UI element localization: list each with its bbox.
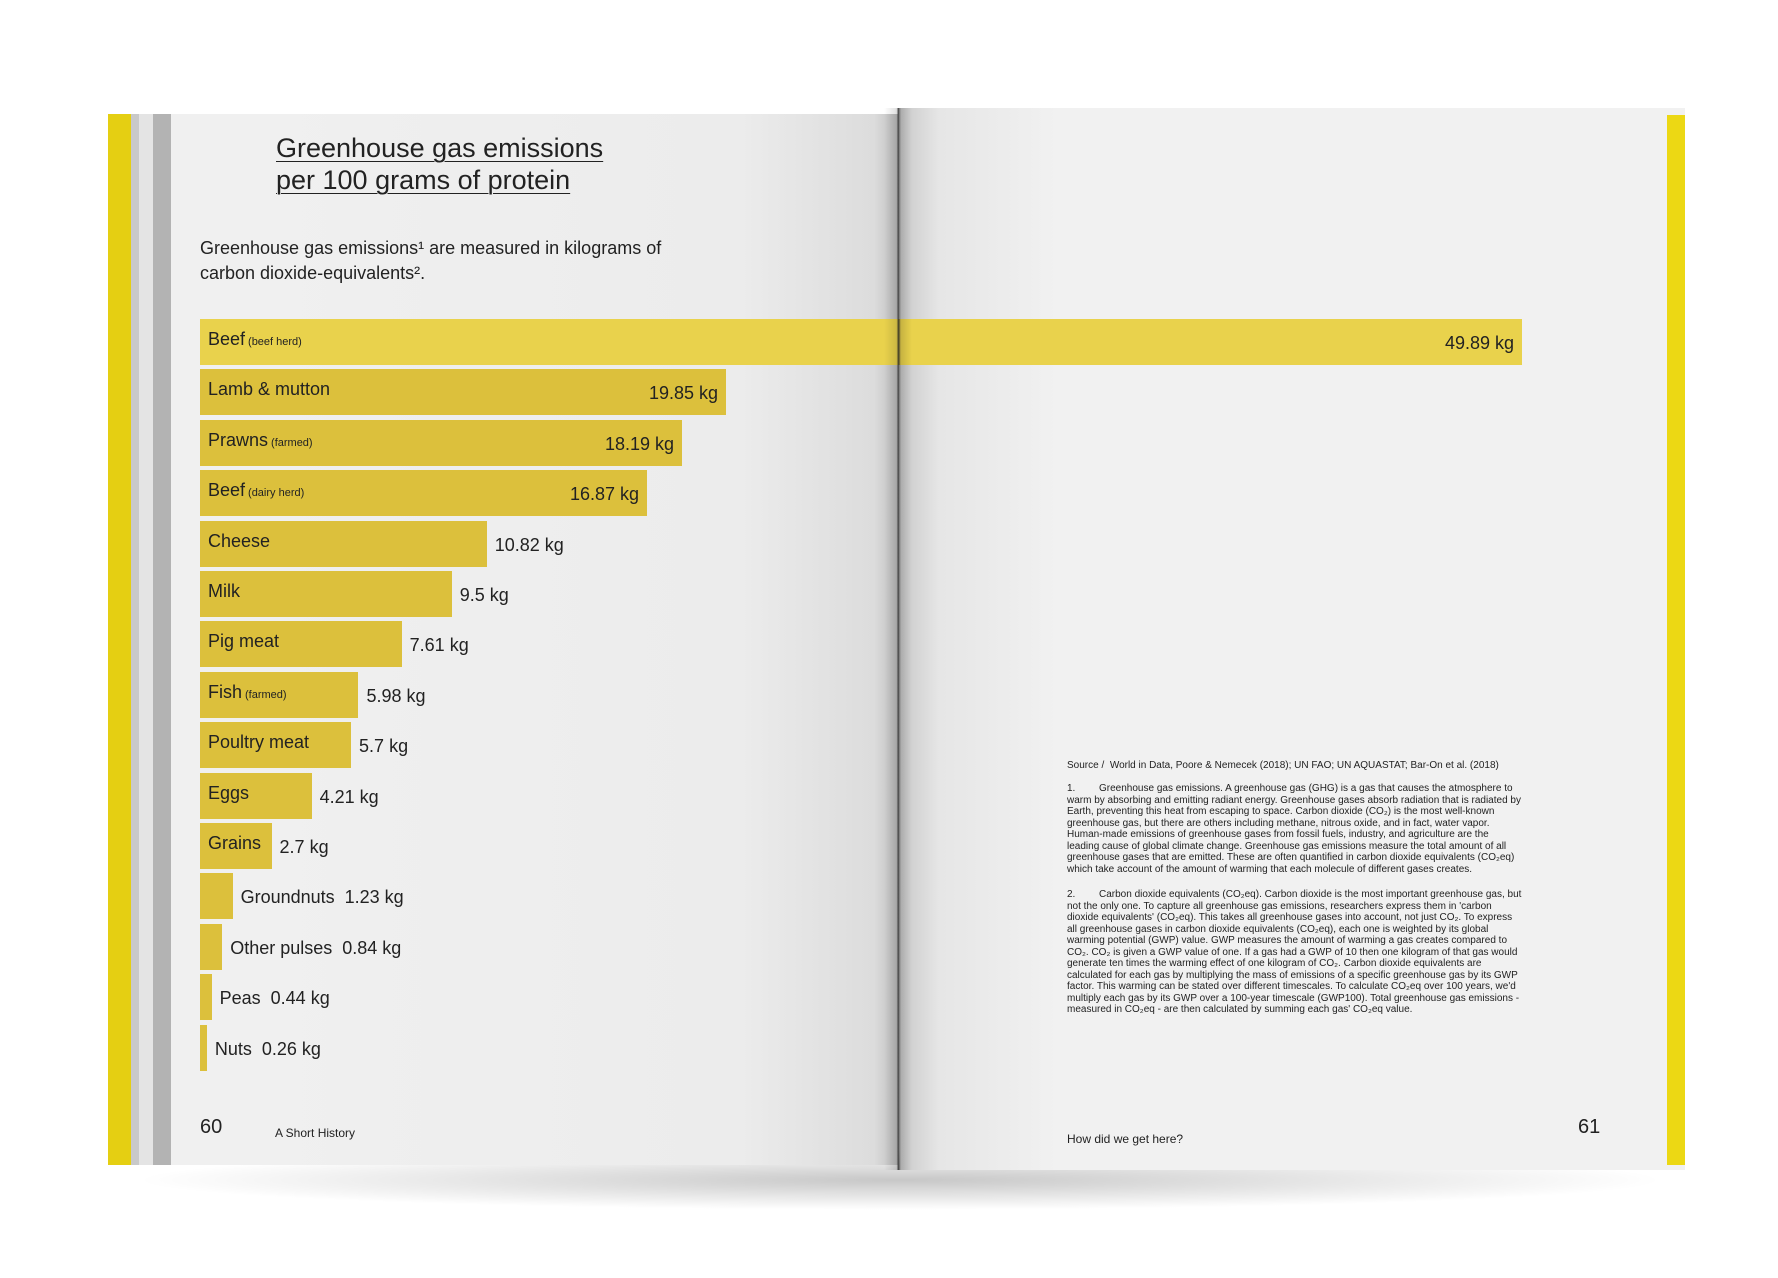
category-label: Pig meat xyxy=(208,631,279,652)
footnote-text: Greenhouse gas emissions. A greenhouse g… xyxy=(1067,783,1521,875)
category-label: Grains xyxy=(208,833,261,854)
category-note: (dairy herd) xyxy=(248,487,305,500)
category-name: Beef xyxy=(208,329,246,349)
category-name: Lamb & mutton xyxy=(208,379,331,400)
cover-edge xyxy=(1667,115,1685,1165)
category-label: Beef (dairy herd) xyxy=(208,480,304,501)
category-name: Beef xyxy=(208,480,246,501)
category-label: Lamb & mutton xyxy=(208,379,330,400)
value-label: 0.26 kg xyxy=(261,1038,321,1059)
bar xyxy=(200,369,727,416)
category-name: Poultry meat xyxy=(208,732,310,753)
bar xyxy=(200,722,352,769)
category-name: Pig meat xyxy=(208,631,280,652)
bar xyxy=(200,520,487,567)
category-name: Grains xyxy=(208,833,262,853)
category-name: Other pulses xyxy=(230,937,333,958)
category-label: Groundnuts xyxy=(241,887,335,908)
footnote-number: 1. xyxy=(1067,783,1076,794)
bar xyxy=(200,772,312,819)
running-title: How did we get here? xyxy=(1067,1132,1184,1146)
category-name: Groundnuts xyxy=(240,887,335,908)
bar xyxy=(200,621,402,668)
category-name: Milk xyxy=(208,581,240,601)
category-label: Eggs xyxy=(208,783,249,804)
bar xyxy=(200,671,359,718)
chart-title: Greenhouse gas emissions per 100 grams o… xyxy=(276,133,604,195)
value-label: 1.23 kg xyxy=(344,887,404,908)
right-page xyxy=(900,108,1685,1170)
value-label: 0.44 kg xyxy=(270,988,330,1009)
category-label: Fish (farmed) xyxy=(208,682,287,703)
category-label: Other pulses xyxy=(230,938,332,959)
footnote: 1. Greenhouse gas emissions. A greenhouse… xyxy=(1067,783,1523,875)
value-label: 49.89 kg xyxy=(1445,333,1515,353)
page-edge xyxy=(131,114,139,1165)
footnotes: 1. Greenhouse gas emissions. A greenhouse… xyxy=(1067,783,1523,1030)
category-name: Cheese xyxy=(208,530,271,551)
value-label: 9.5 kg xyxy=(459,585,509,605)
page-edge xyxy=(153,114,171,1165)
bar xyxy=(200,571,452,617)
value-label: 10.82 kg xyxy=(494,534,564,555)
spine xyxy=(884,108,912,1170)
category-label: Nuts xyxy=(215,1039,252,1060)
category-label: Peas xyxy=(220,988,261,1009)
category-note: (farmed) xyxy=(271,436,313,449)
cover-edge xyxy=(108,114,131,1165)
value-label: 16.87 kg xyxy=(569,484,640,505)
page-number: 61 xyxy=(1578,1116,1601,1138)
category-name: Prawns xyxy=(208,429,269,450)
bar xyxy=(200,470,648,517)
source-label: Source / xyxy=(1067,760,1105,771)
category-name: Eggs xyxy=(208,782,250,803)
value-label: 2.7 kg xyxy=(279,837,329,857)
category-label: Poultry meat xyxy=(208,732,309,753)
chart-subtitle: Greenhouse gas emissions¹ are measured i… xyxy=(200,238,662,283)
bar xyxy=(200,923,223,970)
category-name: Peas xyxy=(219,988,261,1009)
bar xyxy=(200,823,272,869)
running-title: A Short History xyxy=(275,1126,356,1140)
source: Source / World in Data, Poore & Nemecek … xyxy=(1067,760,1537,771)
value-label: 0.84 kg xyxy=(342,937,402,958)
value-label: 7.61 kg xyxy=(409,635,469,656)
value-label: 4.21 kg xyxy=(319,786,379,807)
category-label: Cheese xyxy=(208,531,270,552)
category-note: (farmed) xyxy=(245,688,287,701)
category-label: Beef (beef herd) xyxy=(208,329,302,350)
value-label: 19.85 kg xyxy=(648,383,719,404)
source-text: World in Data, Poore & Nemecek (2018); U… xyxy=(1109,760,1499,771)
category-label: Milk xyxy=(208,581,240,602)
value-label: 5.7 kg xyxy=(359,736,409,757)
bar xyxy=(200,974,212,1021)
value-label: 18.19 kg xyxy=(604,433,675,454)
footnote-number: 2. xyxy=(1067,889,1076,900)
category-label: Prawns (farmed) xyxy=(208,430,313,451)
bar xyxy=(200,1024,207,1071)
page-edge xyxy=(139,114,153,1165)
page-number: 60 xyxy=(200,1116,223,1138)
category-name: Fish xyxy=(208,681,243,702)
category-name: Nuts xyxy=(214,1038,252,1059)
category-note: (beef herd) xyxy=(248,336,302,348)
bar xyxy=(200,419,683,466)
footnote-text: Carbon dioxide equivalents (CO₂eq). Carb… xyxy=(1067,889,1522,1015)
value-label: 5.98 kg xyxy=(366,685,426,706)
bar xyxy=(200,319,1523,365)
bar xyxy=(200,873,233,920)
footnote: 2. Carbon dioxide equivalents (CO₂eq). Ca… xyxy=(1067,889,1523,1016)
